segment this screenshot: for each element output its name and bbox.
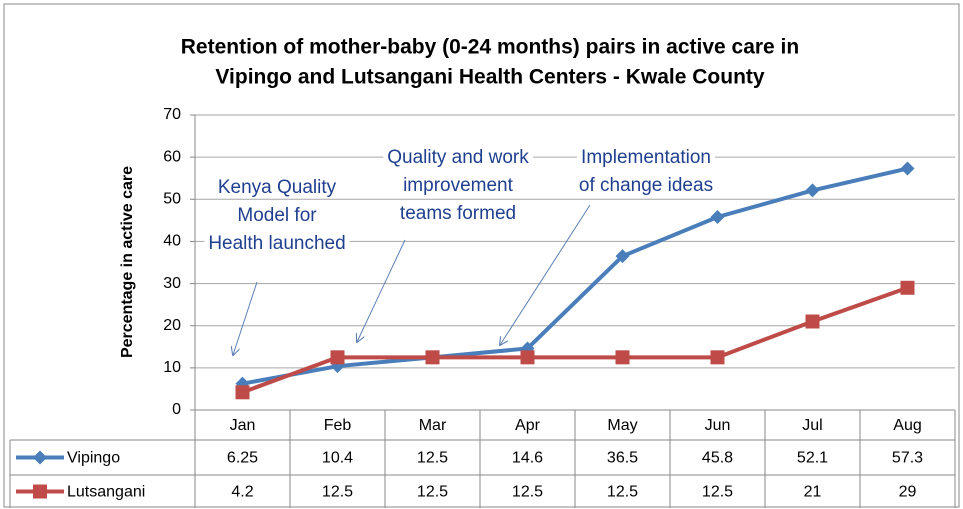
legend-label: Vipingo bbox=[67, 450, 120, 467]
annotation: of change ideas bbox=[579, 175, 713, 196]
chart-border bbox=[3, 3, 960, 508]
annotation-bg bbox=[383, 147, 534, 169]
table-value: 52.1 bbox=[797, 450, 828, 467]
x-tick-label: Mar bbox=[419, 417, 447, 434]
annotation-arrow bbox=[357, 239, 406, 342]
y-tick-label: 0 bbox=[172, 401, 181, 418]
table-value: 14.6 bbox=[512, 450, 543, 467]
table-value: 12.5 bbox=[417, 450, 448, 467]
table-value: 29 bbox=[899, 484, 917, 501]
table-value: 12.5 bbox=[607, 484, 638, 501]
table-value: 4.2 bbox=[231, 484, 253, 501]
legend-label: Lutsangani bbox=[67, 484, 145, 501]
point bbox=[425, 350, 440, 365]
point bbox=[615, 350, 630, 365]
annotation: Kenya Quality bbox=[218, 177, 337, 198]
chart-title: Retention of mother-baby (0-24 months) p… bbox=[181, 36, 799, 59]
annotation-bg bbox=[233, 205, 322, 227]
x-tick-label: May bbox=[607, 417, 637, 434]
annotation: Quality and work bbox=[387, 147, 529, 168]
point bbox=[805, 183, 820, 198]
y-tick-label: 40 bbox=[163, 233, 181, 250]
legend-marker bbox=[33, 450, 47, 465]
x-tick-label: Jul bbox=[802, 417, 822, 434]
annotation-arrow bbox=[500, 204, 591, 345]
x-tick-label: Jun bbox=[705, 417, 731, 434]
point bbox=[235, 385, 250, 400]
y-tick-label: 20 bbox=[163, 317, 181, 334]
y-tick-label: 70 bbox=[163, 106, 181, 123]
annotation-bg bbox=[574, 175, 718, 197]
table-value: 57.3 bbox=[892, 450, 923, 467]
y-tick-label: 50 bbox=[163, 191, 181, 208]
table-value: 12.5 bbox=[322, 484, 353, 501]
annotation-bg bbox=[204, 233, 350, 255]
annotation-bg bbox=[577, 147, 715, 169]
y-tick-label: 60 bbox=[163, 148, 181, 165]
legend-marker bbox=[33, 484, 47, 499]
series-line bbox=[242, 166, 908, 386]
chart-title: Vipingo and Lutsangani Health Centers - … bbox=[215, 66, 764, 89]
table-value: 10.4 bbox=[322, 450, 353, 467]
y-axis-label: Percentage in active care bbox=[119, 166, 136, 358]
x-tick-label: Apr bbox=[515, 417, 541, 434]
point bbox=[615, 249, 630, 264]
table-value: 45.8 bbox=[702, 450, 733, 467]
point bbox=[330, 350, 345, 365]
table-value: 21 bbox=[804, 484, 822, 501]
table-value: 12.5 bbox=[702, 484, 733, 501]
annotation: Implementation bbox=[581, 147, 711, 168]
table-value: 12.5 bbox=[417, 484, 448, 501]
table-value: 12.5 bbox=[512, 484, 543, 501]
x-tick-label: Feb bbox=[324, 417, 352, 434]
annotation-arrow bbox=[233, 281, 258, 355]
point bbox=[710, 209, 725, 224]
annotation: Model for bbox=[237, 205, 317, 226]
y-tick-label: 10 bbox=[163, 359, 181, 376]
x-tick-label: Jan bbox=[230, 417, 256, 434]
annotation-bg bbox=[399, 175, 518, 197]
table-value: 6.25 bbox=[227, 450, 258, 467]
annotation: Health launched bbox=[208, 233, 345, 254]
table-value: 36.5 bbox=[607, 450, 638, 467]
point bbox=[900, 161, 915, 176]
point bbox=[805, 314, 820, 329]
point bbox=[520, 350, 535, 365]
annotation: teams formed bbox=[400, 203, 516, 224]
annotation-bg bbox=[213, 177, 341, 199]
annotation-bg bbox=[395, 203, 521, 225]
y-tick-label: 30 bbox=[163, 275, 181, 292]
point bbox=[710, 350, 725, 365]
series-line bbox=[241, 285, 909, 395]
point bbox=[900, 280, 915, 295]
x-tick-label: Aug bbox=[893, 417, 921, 434]
annotation: improvement bbox=[403, 175, 514, 196]
